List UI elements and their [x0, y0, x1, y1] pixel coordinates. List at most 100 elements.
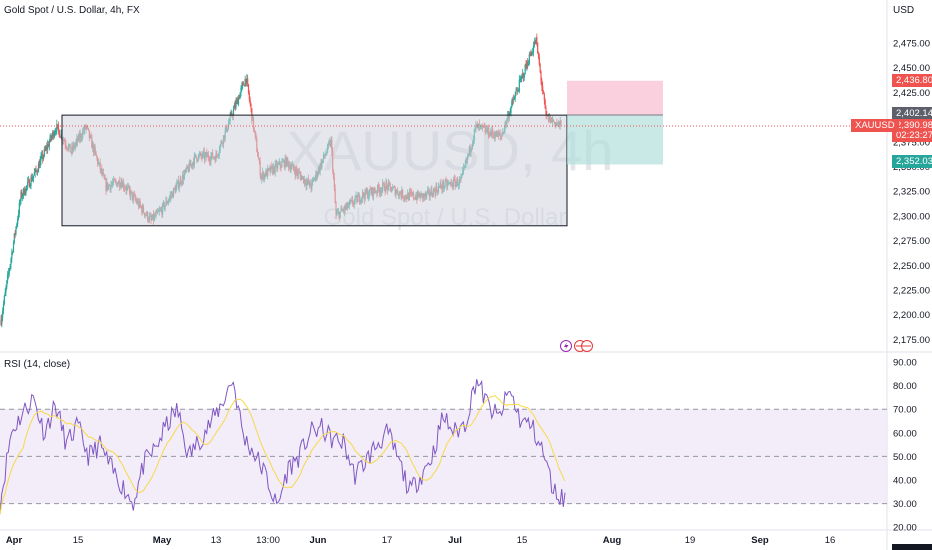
rsi-tick-label: 40.00 — [893, 476, 917, 487]
candle-body — [18, 202, 20, 215]
candle-body — [17, 214, 20, 219]
candle-body — [7, 272, 10, 275]
candle-body — [249, 99, 251, 105]
price-tick-label: 2,225.00 — [893, 286, 930, 297]
candle-body — [47, 144, 50, 147]
candle-body — [57, 125, 60, 131]
candle-body — [541, 80, 543, 87]
candle-body — [23, 188, 25, 195]
candle-body — [1, 317, 3, 325]
time-axis-label: 13 — [211, 535, 222, 546]
rsi-tick-label: 50.00 — [893, 452, 917, 463]
candle-body — [522, 73, 525, 78]
lightning-bolt-icon — [564, 342, 569, 350]
candle-body — [41, 153, 43, 157]
rsi-tick-label: 80.00 — [893, 381, 917, 392]
time-axis-label: Jun — [310, 535, 327, 546]
rsi-tick-label: 90.00 — [893, 358, 917, 369]
candle-body — [60, 134, 62, 138]
candle-body — [527, 61, 529, 66]
candle-body — [242, 83, 244, 86]
candle-body — [527, 64, 530, 66]
candle-body — [521, 75, 523, 79]
price-axis-cursor-bar — [892, 544, 932, 550]
candle-body — [52, 131, 55, 138]
candle-body — [57, 124, 59, 126]
candle-body — [12, 242, 15, 252]
rsi-ma-line — [0, 395, 566, 515]
time-axis-label: 15 — [517, 535, 528, 546]
candle-body — [38, 163, 40, 168]
candle-body — [45, 146, 47, 150]
candle-body — [44, 149, 46, 150]
candle-body — [248, 92, 250, 100]
price-tick-label: 2,300.00 — [893, 211, 930, 222]
candle-body — [241, 85, 243, 89]
candle-body — [49, 135, 51, 142]
candle-body — [510, 106, 512, 113]
candle-body — [526, 61, 528, 68]
take-profit-price-label: 2,352.03 — [892, 155, 932, 168]
candle-body — [52, 131, 54, 137]
price-tick-label: 2,325.00 — [893, 187, 930, 198]
price-tick-label: 2,275.00 — [893, 236, 930, 247]
candle-body — [51, 136, 53, 139]
candle-body — [6, 280, 8, 287]
candle-body — [251, 108, 253, 121]
candle-body — [528, 54, 530, 65]
candle-body — [240, 88, 242, 93]
candle-body — [524, 64, 526, 75]
rsi-title[interactable]: RSI (14, close) — [4, 359, 71, 370]
rsi-tick-label: 60.00 — [893, 428, 917, 439]
candle-body — [12, 251, 14, 253]
stop-loss-price-label: 2,436.80 — [892, 74, 932, 87]
candle-body — [542, 86, 544, 92]
candle-body — [246, 78, 248, 83]
candle-body — [37, 163, 40, 173]
candle-body — [37, 172, 39, 173]
candle-body — [3, 295, 5, 304]
candle-body — [42, 153, 44, 160]
candle-body — [232, 109, 235, 117]
candle-body — [543, 93, 545, 101]
short-position-target-zone — [567, 114, 663, 165]
time-axis-label: Jul — [448, 535, 462, 546]
candle-body — [32, 175, 35, 179]
candle-body — [236, 99, 238, 102]
candle-body — [24, 193, 26, 195]
candle-body — [537, 42, 539, 54]
time-axis-label: 16 — [825, 535, 836, 546]
candle-body — [525, 64, 527, 68]
candle-body — [522, 73, 524, 76]
candle-body — [35, 168, 37, 171]
rsi-tick-label: 20.00 — [893, 523, 917, 534]
candle-body — [523, 74, 525, 78]
candle-body — [42, 155, 45, 160]
candle-body — [237, 97, 240, 105]
candle-body — [56, 124, 58, 132]
candle-body — [239, 92, 241, 99]
candle-body — [16, 224, 18, 227]
candle-body — [509, 112, 511, 114]
candle-body — [7, 274, 9, 281]
candle-body — [50, 135, 52, 139]
currency-label[interactable]: USD — [893, 5, 915, 16]
time-axis-label: 19 — [685, 535, 696, 546]
time-axis-label: Apr — [6, 535, 23, 546]
candle-body — [20, 191, 22, 202]
candle-body — [233, 104, 235, 110]
candle-body — [519, 79, 521, 80]
candle-body — [26, 185, 28, 187]
candle-body — [55, 131, 57, 132]
candle-body — [237, 99, 239, 105]
range-rectangle — [61, 114, 568, 227]
candle-body — [40, 156, 42, 161]
rsi-tick-label: 30.00 — [893, 499, 917, 510]
candle-body — [537, 53, 540, 58]
candle-body — [13, 233, 15, 243]
candle-body — [59, 137, 61, 138]
candle-body — [15, 226, 17, 234]
candle-body — [530, 52, 532, 56]
candle-body — [244, 79, 246, 87]
